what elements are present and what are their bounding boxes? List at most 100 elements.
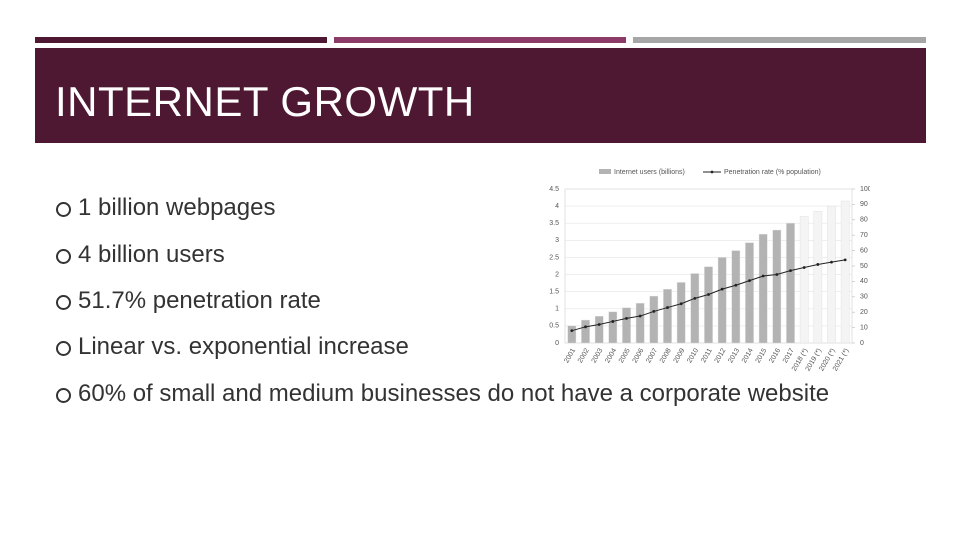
bar [758, 233, 768, 344]
line-point [666, 306, 669, 309]
slide-title: INTERNET GROWTH [55, 78, 475, 125]
bar [635, 303, 645, 344]
bar [649, 295, 659, 344]
line-point [816, 263, 820, 266]
y-tick-label: 4.5 [549, 186, 559, 193]
bar [731, 250, 741, 344]
bullet-text: 51.7% penetration rate [78, 287, 321, 314]
x-tick-label: 2013 [727, 347, 741, 364]
x-tick-label: 2014 [741, 347, 755, 364]
bar [772, 229, 782, 344]
y2-tick-label: 100 [860, 186, 870, 193]
y2-tick-label: 20 [860, 309, 868, 316]
x-tick-label: 2004 [604, 347, 618, 364]
line-point [830, 260, 833, 264]
y2-tick-label: 10 [860, 324, 868, 331]
x-tick-label: 2008 [659, 347, 673, 364]
stripe [633, 37, 926, 43]
line-point [707, 293, 710, 296]
legend-swatch [710, 170, 714, 174]
bullet-text: Linear vs. exponential increase [78, 333, 409, 360]
legend-label: Penetration rate (% population) [724, 169, 821, 176]
bar [799, 216, 809, 344]
bar [567, 325, 577, 344]
legend-label: Internet users (billions) [614, 169, 685, 176]
header: INTERNET GROWTH [35, 48, 926, 143]
x-tick-label: 2015 [755, 347, 769, 364]
bullet: 1 billion webpages [56, 192, 876, 224]
bar [813, 211, 823, 344]
line-point [720, 287, 724, 291]
x-tick-label: 2012 [714, 347, 728, 364]
x-tick-label: 2010 [686, 347, 700, 364]
y-tick-label: 1.5 [549, 289, 559, 296]
x-tick-label: 2007 [645, 347, 659, 364]
bullet: 51.7% penetration rate [56, 285, 876, 317]
y2-tick-label: 90 [860, 201, 868, 208]
bullet-text: 4 billion users [78, 241, 225, 268]
bar [690, 273, 700, 344]
bullet: 60% of small and medium businesses do no… [56, 378, 876, 410]
line-point [679, 302, 683, 306]
line-point [638, 314, 642, 318]
line-point [625, 316, 628, 320]
bar [786, 223, 795, 344]
bar [622, 307, 631, 344]
y-tick-label: 4 [555, 203, 559, 210]
line-point [734, 283, 738, 287]
line-point [789, 269, 792, 273]
y2-tick-label: 70 [860, 232, 868, 239]
y2-tick-label: 50 [860, 263, 868, 270]
chart: 0 0.5 1 1.5 2 2.5 3 3.5 4 4.5 0 10 20 30 40 50 60 70 80 90 1… [549, 169, 870, 373]
bar [663, 289, 672, 344]
y-tick-label: 3.5 [549, 220, 559, 227]
line-point [693, 296, 697, 300]
bullet: Linear vs. exponential increase [56, 331, 876, 363]
y-tick-label: 1 [555, 306, 559, 313]
x-tick-label: 2009 [673, 347, 687, 364]
bullet: 4 billion users [56, 239, 876, 271]
line-point [597, 323, 601, 326]
line-point [843, 258, 847, 262]
line-point [652, 310, 656, 313]
stripe [35, 37, 327, 43]
y2-tick-label: 60 [860, 247, 868, 254]
x-tick-label: 2006 [632, 347, 646, 364]
line-point [761, 274, 765, 278]
y2-tick-label: 40 [860, 278, 868, 285]
bar [594, 316, 604, 344]
stripe [334, 37, 626, 43]
x-tick-label: 2016 [768, 347, 782, 364]
x-tick-label: 2003 [591, 347, 605, 364]
line-point [748, 279, 751, 283]
x-tick-label: 2011 [700, 347, 714, 364]
y-tick-label: 2 [555, 271, 559, 278]
line-point [775, 273, 779, 276]
bar [840, 200, 850, 344]
bar [676, 282, 686, 344]
bar [745, 242, 754, 344]
bar [717, 257, 727, 344]
bullet-text: 1 billion webpages [78, 194, 276, 221]
legend-swatch [599, 169, 611, 174]
x-tick-label: 2001 [563, 347, 577, 364]
line-point [570, 329, 574, 333]
y2-tick-label: 0 [860, 340, 864, 347]
y-tick-label: 0.5 [549, 323, 559, 330]
bullet-text: 60% of small and medium businesses do no… [78, 380, 830, 407]
y-tick-label: 3 [555, 237, 559, 244]
line-point [802, 266, 806, 269]
x-tick-label: 2005 [618, 347, 632, 364]
bar [827, 205, 836, 344]
y2-tick-label: 30 [860, 294, 868, 301]
y-tick-label: 0 [555, 340, 559, 347]
x-tick-label: 2002 [577, 347, 591, 364]
y2-tick-label: 80 [860, 217, 868, 224]
x-tick-label: 2017 [782, 347, 796, 364]
line-point [584, 325, 587, 329]
bar [608, 311, 618, 344]
bar [581, 319, 590, 344]
y-tick-label: 2.5 [549, 254, 559, 261]
bar [704, 266, 713, 344]
